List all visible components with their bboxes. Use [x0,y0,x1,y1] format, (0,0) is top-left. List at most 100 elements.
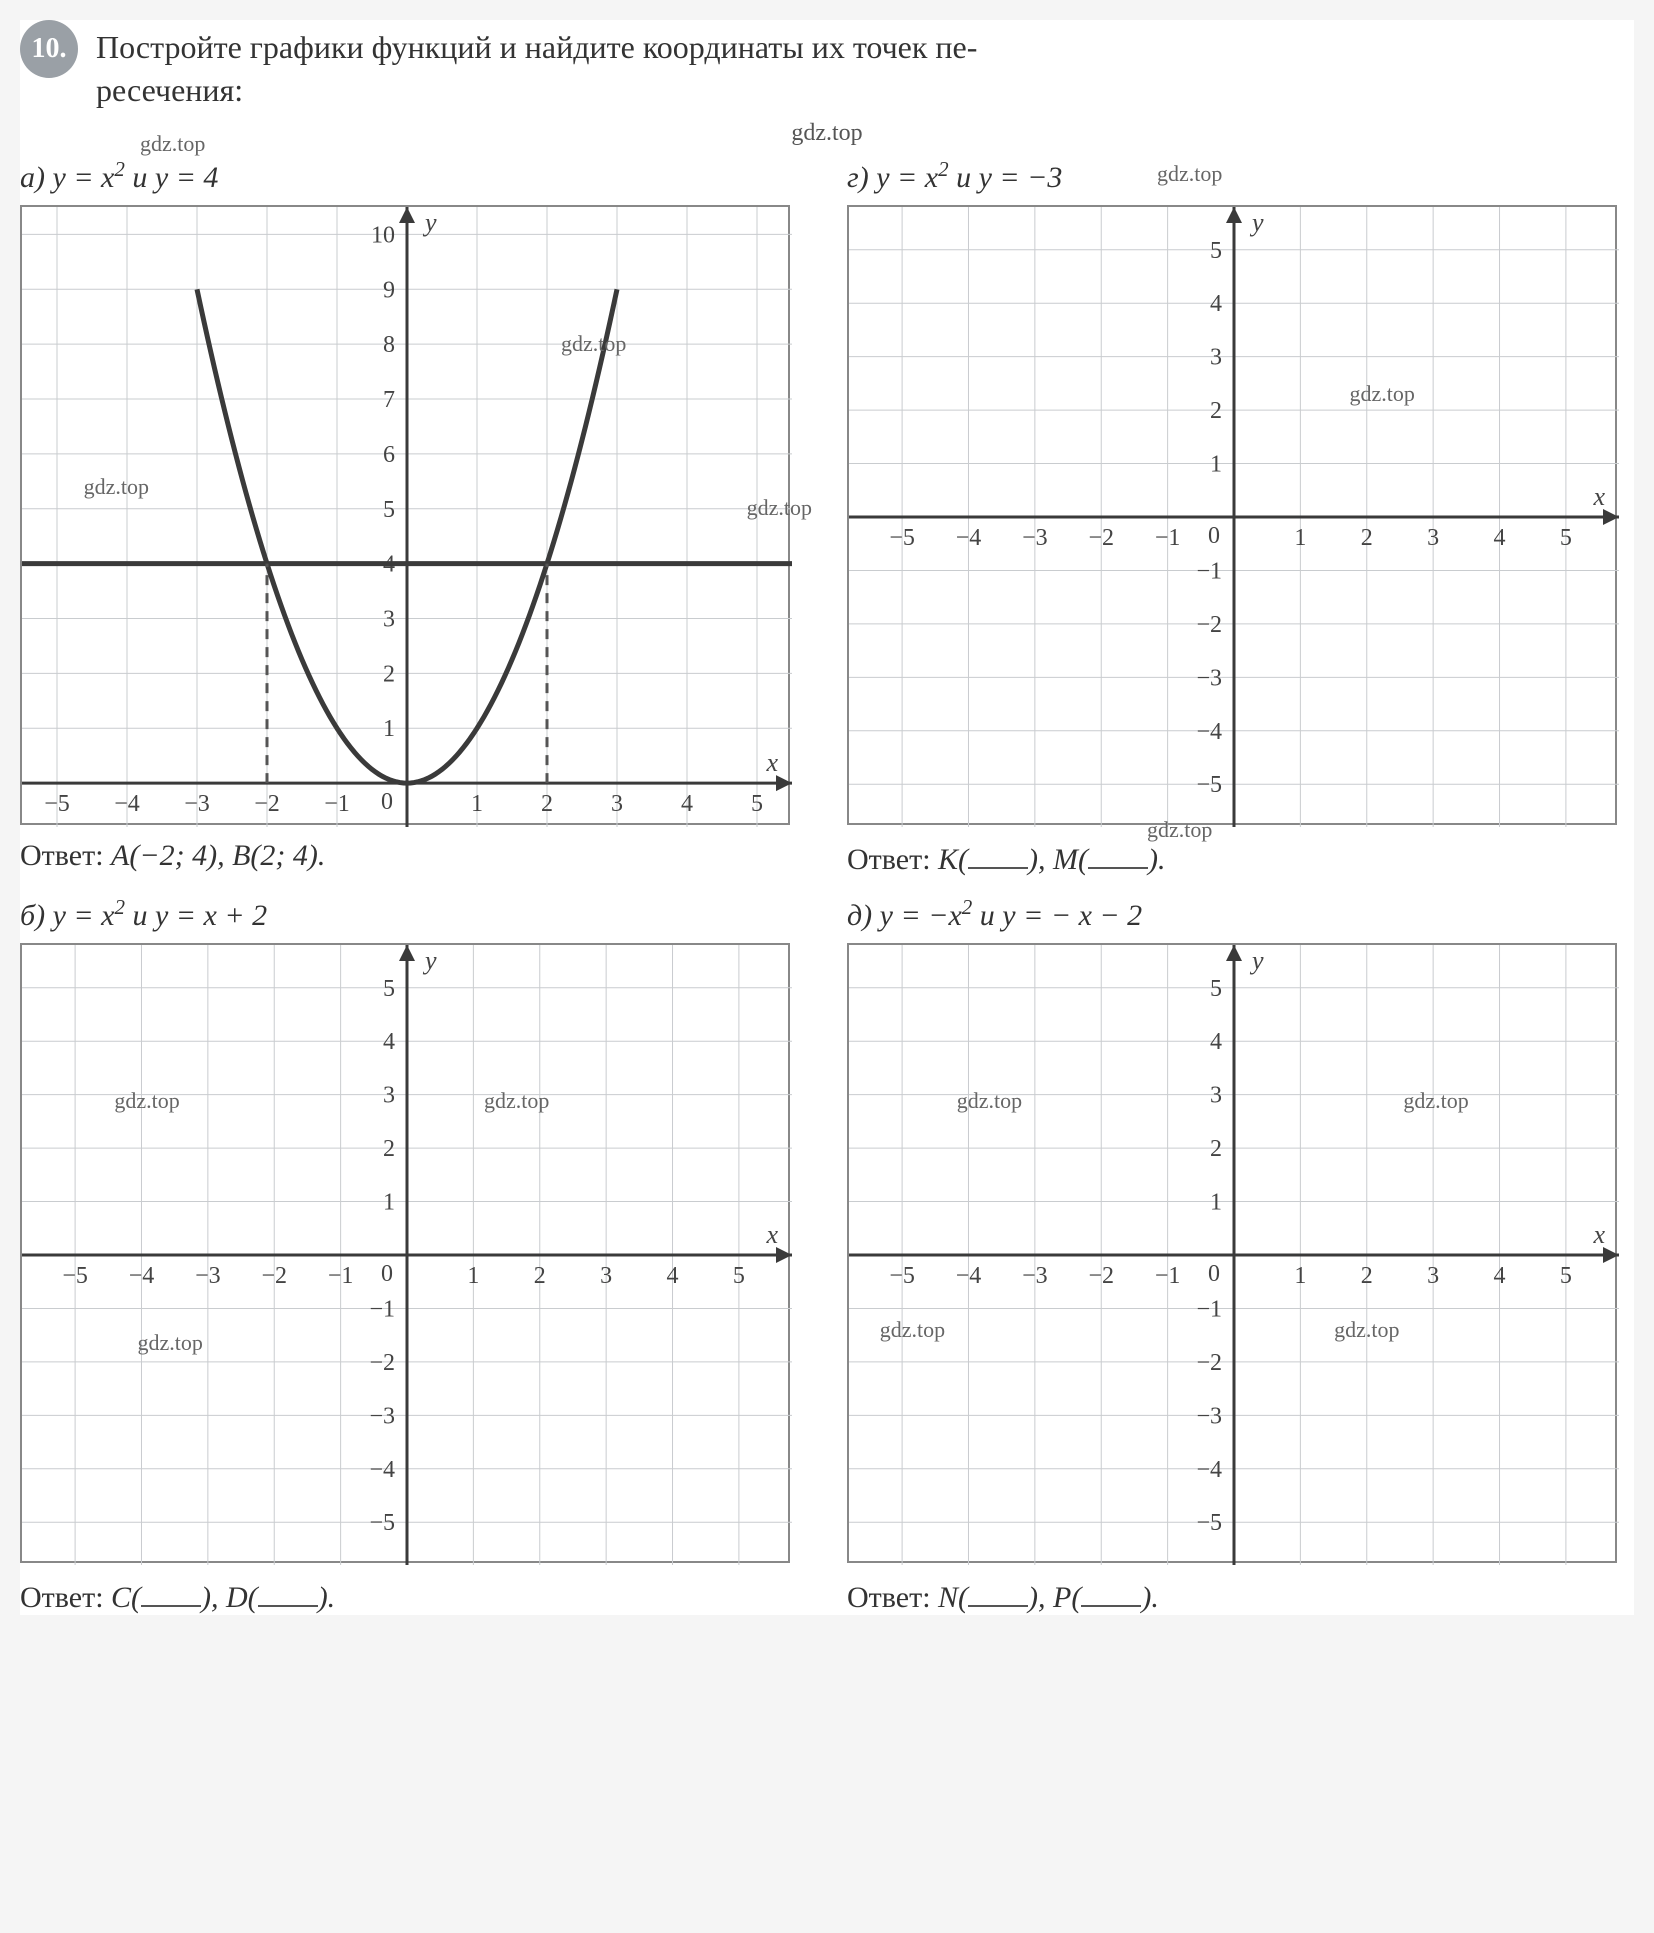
answer-a-prefix: Ответ: [20,839,111,872]
svg-text:1: 1 [1210,452,1222,478]
problem-line1: Постройте графики функций и найдите коор… [96,29,977,65]
svg-text:−4: −4 [114,791,140,817]
svg-text:1: 1 [1294,525,1306,551]
svg-text:−2: −2 [1088,1263,1114,1289]
svg-text:−1: −1 [324,791,350,817]
svg-text:4: 4 [383,1030,395,1056]
svg-text:−4: −4 [956,525,982,551]
svg-text:0: 0 [1208,523,1220,549]
svg-text:2: 2 [534,1263,546,1289]
svg-text:−5: −5 [44,791,70,817]
label-g: г) [847,161,869,194]
svg-text:−3: −3 [1022,525,1048,551]
panel-b: б) y = x2 и y = x + 2 −5−4−3−2−112345−5−… [20,895,807,1615]
chart-g: −5−4−3−2−112345−5−4−3−2−1123450xygdz.top [847,205,1617,825]
svg-text:−1: −1 [1155,1263,1181,1289]
svg-text:−1: −1 [369,1297,395,1323]
svg-text:2: 2 [1361,525,1373,551]
svg-text:−5: −5 [1196,1511,1222,1537]
svg-text:0: 0 [381,789,393,815]
svg-text:−3: −3 [184,791,210,817]
svg-text:10: 10 [371,223,395,249]
svg-text:y: y [422,208,437,237]
watermark: gdz.top [20,120,1634,147]
eq-g: y = x2 и y = −3 [876,161,1062,194]
svg-text:3: 3 [600,1263,612,1289]
svg-text:6: 6 [383,442,395,468]
svg-text:3: 3 [1427,1263,1439,1289]
svg-text:−3: −3 [1196,1404,1222,1430]
eq-b: y = x2 и y = x + 2 [53,899,268,932]
wm-a: gdz.top [140,131,205,157]
svg-text:−2: −2 [261,1263,287,1289]
svg-text:5: 5 [1560,525,1572,551]
chart-a: −5−4−3−2−112345123456789100xygdz.topgdz.… [20,205,790,825]
svg-text:−5: −5 [889,1263,915,1289]
problem-header: 10. Постройте графики функций и найдите … [20,20,1634,112]
svg-text:5: 5 [383,976,395,1002]
svg-text:1: 1 [1294,1263,1306,1289]
svg-text:0: 0 [1208,1261,1220,1287]
svg-text:−1: −1 [1155,525,1181,551]
chart-d: −5−4−3−2−112345−5−4−3−2−1123450xygdz.top… [847,943,1617,1563]
problem-statement: Постройте графики функций и найдите коор… [96,20,977,112]
panel-a: а) y = x2 и y = 4 gdz.top −5−4−3−2−11234… [20,157,807,877]
svg-text:0: 0 [381,1261,393,1287]
answer-g: Ответ: K(), M(). [847,839,1634,877]
svg-text:8: 8 [383,333,395,359]
svg-text:1: 1 [383,1190,395,1216]
svg-text:−2: −2 [1196,1350,1222,1376]
svg-text:x: x [765,1220,778,1249]
svg-text:−4: −4 [129,1263,155,1289]
svg-text:4: 4 [667,1263,679,1289]
svg-text:−1: −1 [1196,559,1222,585]
svg-text:2: 2 [1210,1136,1222,1162]
svg-text:−4: −4 [1196,719,1222,745]
svg-text:1: 1 [467,1263,479,1289]
svg-text:3: 3 [1427,525,1439,551]
svg-text:3: 3 [1210,1083,1222,1109]
svg-text:−3: −3 [195,1263,221,1289]
svg-text:3: 3 [611,791,623,817]
answer-b: Ответ: C(), D(). [20,1577,807,1615]
svg-text:−1: −1 [328,1263,354,1289]
svg-text:1: 1 [471,791,483,817]
svg-text:2: 2 [1361,1263,1373,1289]
svg-text:5: 5 [1560,1263,1572,1289]
svg-text:−5: −5 [1196,773,1222,799]
label-a: а) [20,161,45,194]
svg-text:1: 1 [1210,1190,1222,1216]
svg-text:4: 4 [1494,525,1506,551]
svg-text:−4: −4 [369,1457,395,1483]
svg-text:3: 3 [383,607,395,633]
svg-text:x: x [1592,1220,1605,1249]
svg-text:3: 3 [1210,345,1222,371]
svg-text:2: 2 [383,1136,395,1162]
formula-b: б) y = x2 и y = x + 2 [20,895,807,933]
svg-text:−1: −1 [1196,1297,1222,1323]
problem-line2: ресечения: [96,72,243,108]
answer-d: Ответ: N(), P(). [847,1577,1634,1615]
svg-text:2: 2 [541,791,553,817]
svg-text:1: 1 [383,717,395,743]
panel-g: г) y = x2 и y = −3 gdz.top −5 −4 −3 −2 −1 1 2 3… [847,157,1634,877]
svg-text:4: 4 [1210,292,1222,318]
svg-text:y: y [1249,946,1264,975]
formula-a: а) y = x2 и y = 4 gdz.top [20,157,807,195]
answer-a: Ответ: A(−2; 4), B(2; 4). [20,839,807,873]
svg-text:7: 7 [383,387,395,413]
svg-text:x: x [1592,482,1605,511]
svg-text:y: y [1249,208,1264,237]
panel-d: д) y = −x2 и y = − x − 2 −5−4−3−2−112345… [847,895,1634,1615]
svg-text:−3: −3 [1022,1263,1048,1289]
formula-d: д) y = −x2 и y = − x − 2 [847,895,1634,933]
svg-text:−2: −2 [1088,525,1114,551]
svg-text:−2: −2 [369,1350,395,1376]
svg-text:−3: −3 [369,1404,395,1430]
problem-number-badge: 10. [20,20,78,78]
svg-text:9: 9 [383,278,395,304]
wm-g: gdz.top [1157,161,1222,187]
svg-text:y: y [422,946,437,975]
svg-text:−4: −4 [956,1263,982,1289]
formula-g: г) y = x2 и y = −3 gdz.top [847,157,1634,195]
